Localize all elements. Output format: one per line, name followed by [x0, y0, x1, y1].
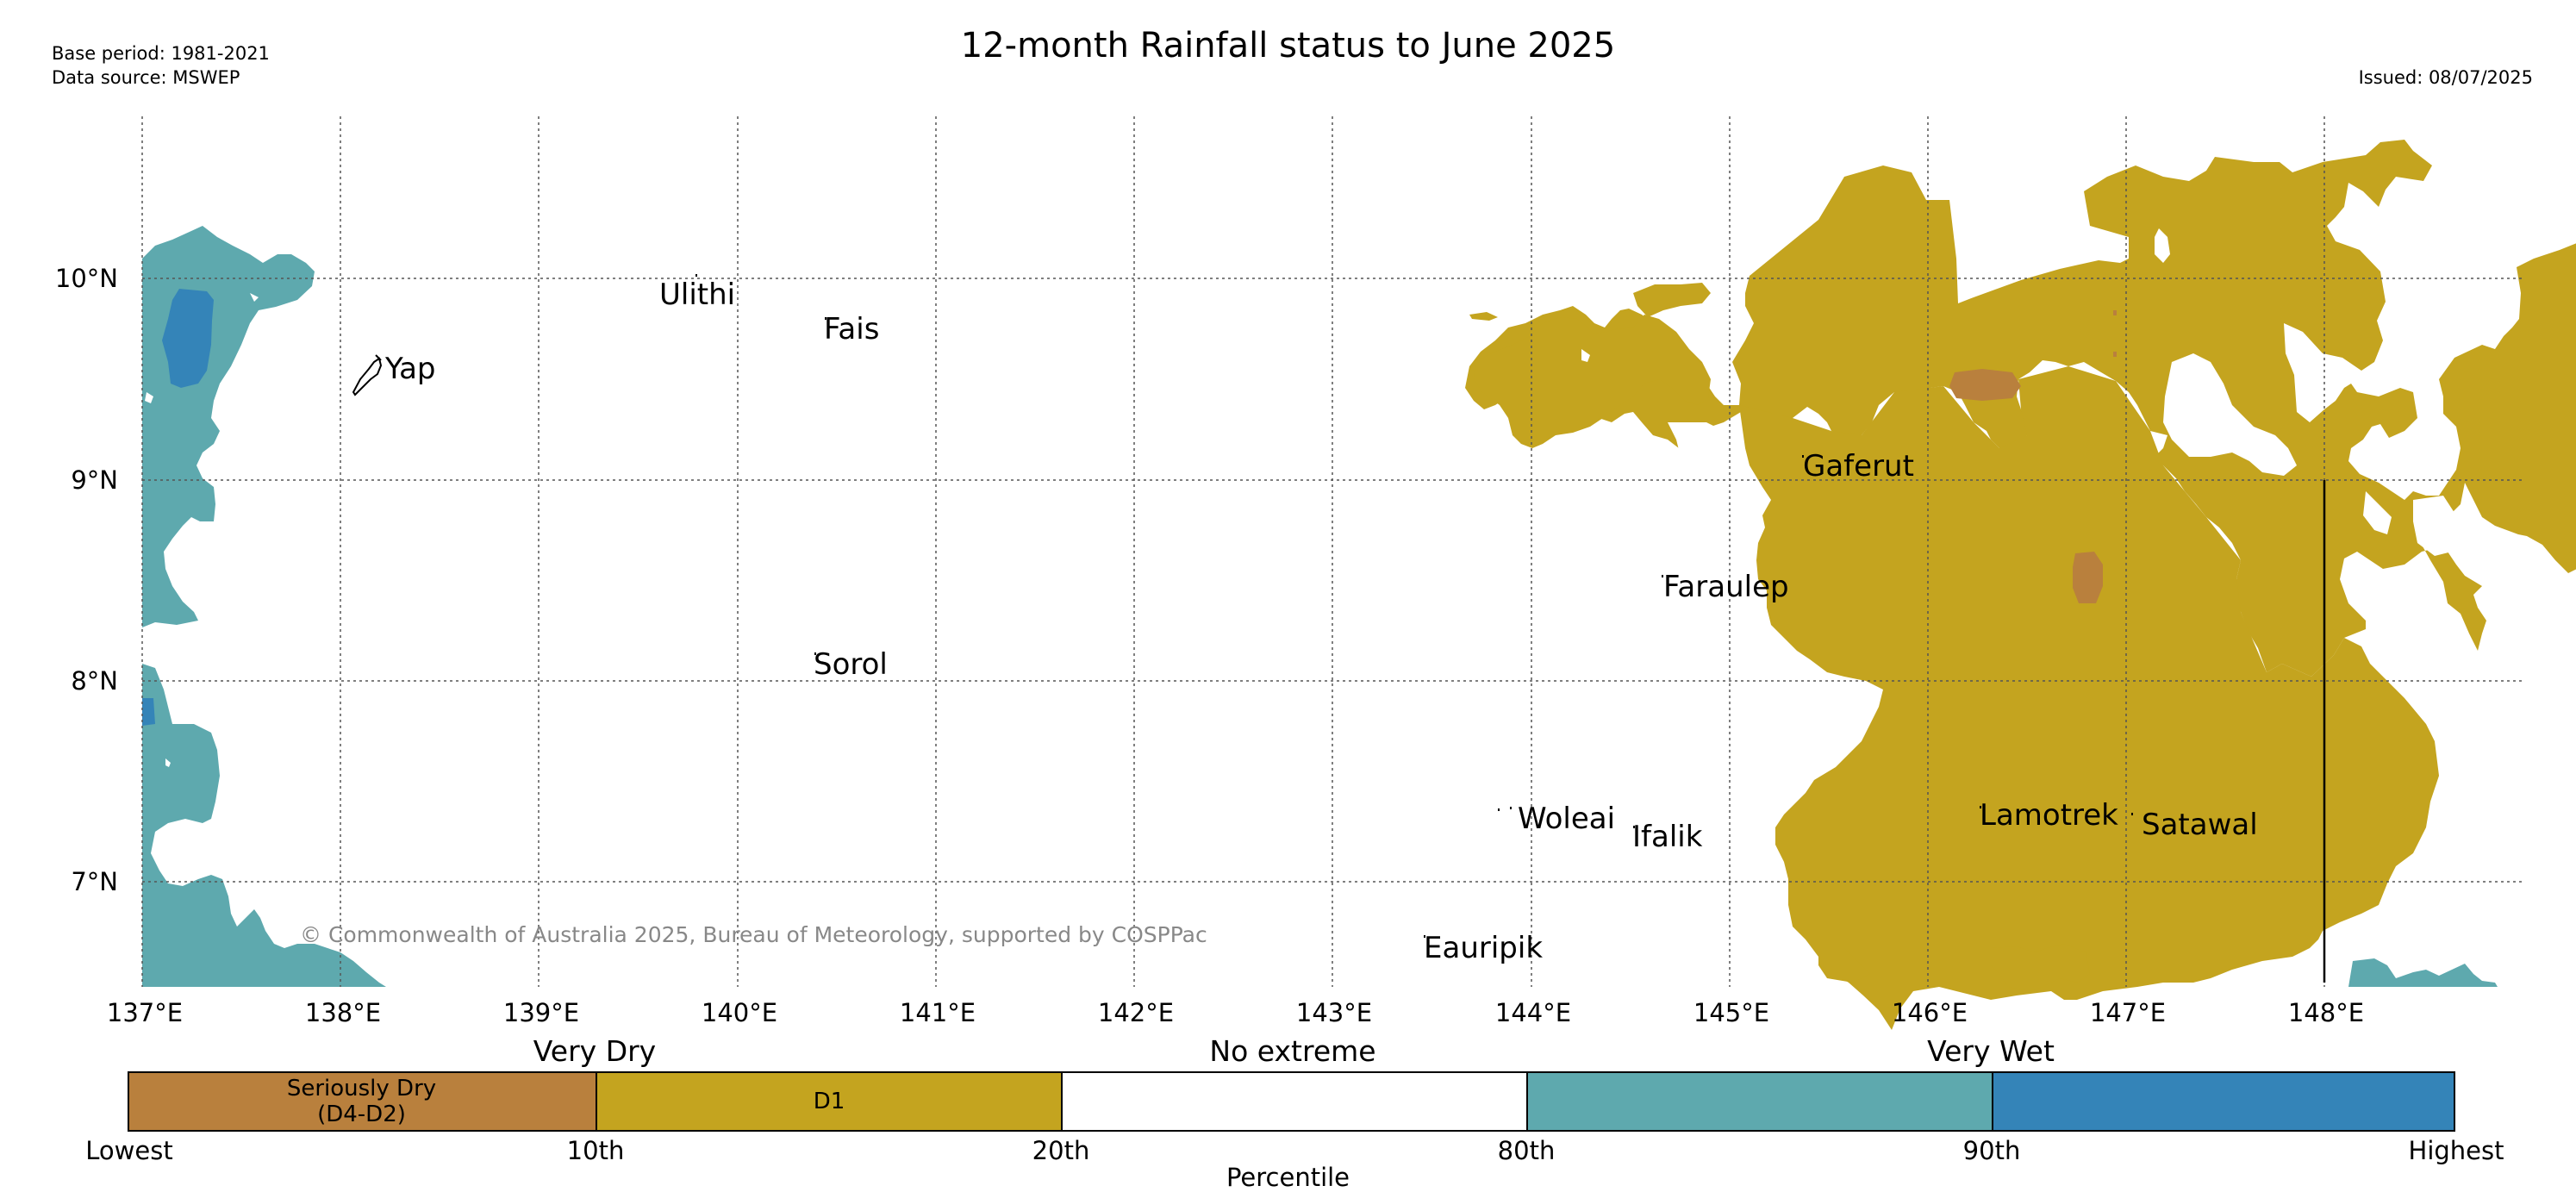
colorbar-tick: Highest	[2408, 1136, 2504, 1165]
lon-label: 145°E	[1693, 998, 1770, 1027]
d1-region-south	[1739, 366, 2439, 1030]
place-label: Eauripik	[1424, 931, 1544, 965]
legend-segment-seriously-dry: Seriously Dry (D4-D2)	[128, 1071, 596, 1132]
island-markers	[695, 274, 2133, 938]
seriously-dry-patch	[1949, 369, 2021, 401]
base-period: Base period: 1981-2021	[52, 43, 270, 64]
lon-label: 148°E	[2287, 998, 2365, 1027]
lon-label: 143°E	[1295, 998, 1373, 1027]
place-label: Gaferut	[1803, 449, 1914, 484]
colorbar-tick: 80th	[1497, 1136, 1556, 1165]
d1-region-east	[1465, 140, 2576, 677]
lon-label: 146°E	[1891, 998, 1968, 1027]
place-label: Sorol	[814, 647, 888, 682]
yap-island	[352, 357, 383, 396]
legend-segment-wet	[1526, 1071, 1992, 1132]
wet-region-west-lower	[142, 664, 386, 987]
data-source: Data source: MSWEP	[52, 67, 240, 88]
lon-label: 141°E	[899, 998, 976, 1027]
lon-label: 140°E	[701, 998, 778, 1027]
wet-region-southeast	[2348, 958, 2498, 987]
place-label: Woleai	[1518, 802, 1616, 836]
lon-label: 137°E	[106, 998, 184, 1027]
place-label: Lamotrek	[1980, 798, 2118, 833]
colorbar-tick: Lowest	[85, 1136, 173, 1165]
lat-label: 7°N	[71, 867, 118, 896]
issued-date: Issued: 08/07/2025	[2358, 67, 2533, 88]
seriously-dry-patch	[2073, 552, 2103, 603]
place-label: Fais	[824, 312, 880, 346]
d1-region-west	[1474, 315, 1711, 448]
legend-very-dry: Very Dry	[533, 1034, 657, 1068]
lon-label: 144°E	[1494, 998, 1572, 1027]
colorbar-tick: 10th	[566, 1136, 625, 1165]
copyright-notice: © Commonwealth of Australia 2025, Bureau…	[300, 922, 1207, 947]
place-label: Yap	[385, 352, 436, 386]
lon-label: 138°E	[304, 998, 382, 1027]
legend-segment-very-wet	[1992, 1071, 2455, 1132]
lat-label: 8°N	[71, 666, 118, 696]
legend-segment-label: D1	[813, 1089, 845, 1114]
colorbar-tick: 20th	[1032, 1136, 1090, 1165]
wet-region-west	[142, 226, 315, 627]
place-label: Ifalik	[1632, 820, 1703, 854]
graticule	[141, 116, 2523, 987]
colorbar-label: Percentile	[1226, 1163, 1350, 1192]
place-label: Faraulep	[1663, 570, 1789, 604]
legend-no-extreme: No extreme	[1209, 1034, 1376, 1068]
legend-very-wet: Very Wet	[1927, 1034, 2055, 1068]
colorbar-tick: 90th	[1962, 1136, 2021, 1165]
legend-segment-no-extreme	[1061, 1071, 1526, 1132]
lon-label: 147°E	[2089, 998, 2167, 1027]
lat-label: 9°N	[71, 465, 118, 495]
map-title: 12-month Rainfall status to June 2025	[960, 26, 1616, 66]
lon-label: 139°E	[502, 998, 580, 1027]
place-label: Satawal	[2142, 808, 2258, 842]
lat-label: 10°N	[54, 264, 118, 293]
legend-segment-label: Seriously Dry (D4-D2)	[286, 1076, 437, 1127]
legend-segment-d1: D1	[596, 1071, 1061, 1132]
lon-label: 142°E	[1097, 998, 1175, 1027]
place-label: Ulithi	[659, 278, 736, 312]
